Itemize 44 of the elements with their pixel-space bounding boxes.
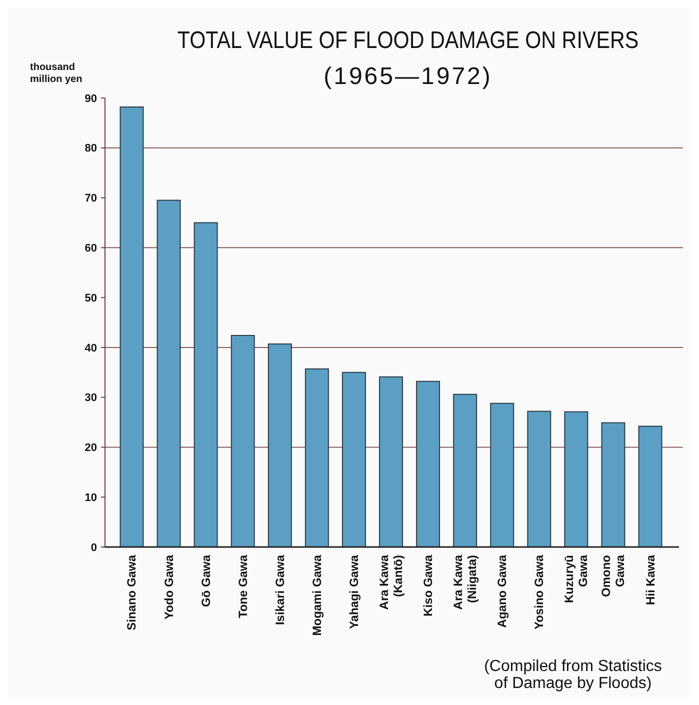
bar — [564, 411, 588, 548]
x-tick-label: Ara Kawa (Kantō) — [377, 554, 405, 610]
bar — [453, 394, 478, 548]
bar — [342, 372, 366, 548]
x-tick-label: Isikari Gawa — [272, 554, 287, 626]
x-tick-label: Gō Gawa — [198, 554, 213, 608]
x-tick-label: Mogami Gawa — [310, 554, 324, 636]
x-tick-label: Yosino Gawa — [532, 554, 546, 630]
bar — [304, 368, 329, 548]
y-tick-label: 90 — [84, 92, 97, 105]
bar — [527, 410, 552, 548]
x-tick-label: Kiso Gawa — [421, 554, 436, 616]
y-tick-label: 20 — [84, 442, 97, 454]
bar — [120, 106, 144, 548]
bar — [379, 376, 403, 548]
bar — [194, 222, 218, 548]
x-tick-label: Yahagi Gawa — [346, 554, 361, 630]
bar — [638, 426, 662, 548]
y-tick-label: 0 — [90, 542, 97, 554]
bar — [268, 343, 292, 548]
x-tick-label: Tone Gawa — [236, 554, 250, 618]
y-tick-label: 70 — [84, 192, 97, 205]
bar — [416, 380, 440, 548]
y-tick-label: 50 — [84, 292, 97, 304]
chart-title: TOTAL VALUE OF FLOOD DAMAGE ON RIVERS — [177, 26, 639, 54]
y-tick-label: 10 — [84, 492, 97, 504]
y-tick-label: 60 — [84, 242, 97, 255]
x-tick-label: Ara Kawa (Niigata) — [451, 554, 480, 610]
y-tick-label: 40 — [84, 342, 97, 354]
y-axis-title: thousand million yen — [30, 62, 82, 85]
chart-subtitle: (1965—1972) — [324, 63, 492, 90]
bar — [601, 422, 626, 548]
bar — [490, 402, 514, 548]
bar — [230, 334, 255, 548]
text: (Compiled from Statistics of Damage by Floods) — [484, 658, 662, 692]
x-tick-label: Agano Gawa — [495, 554, 510, 628]
x-tick-label: Yodo Gawa — [162, 554, 176, 620]
y-tick-label: 80 — [84, 142, 97, 155]
x-tick-label: Kuzuryū Gawa — [562, 554, 590, 603]
x-tick-label: Omono Gawa — [599, 554, 628, 597]
x-tick-label: Hii Kawa — [643, 554, 658, 606]
bar — [156, 200, 181, 548]
x-tick-label: Sinano Gawa — [124, 554, 139, 630]
y-tick-label: 30 — [84, 392, 97, 404]
